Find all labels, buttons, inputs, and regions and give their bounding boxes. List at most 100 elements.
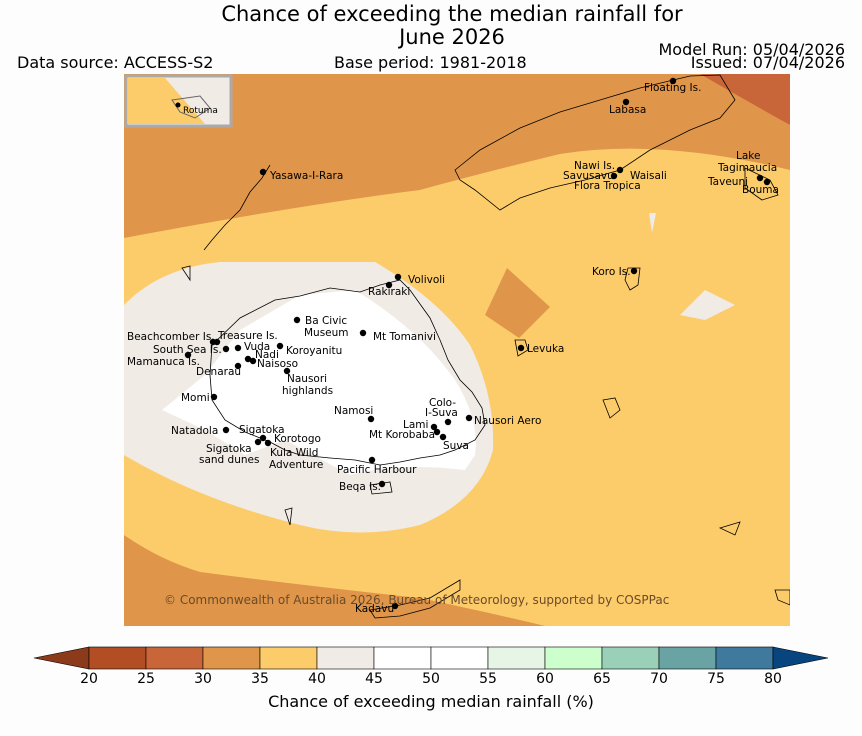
title-line-1: Chance of exceeding the median rainfall … [221, 2, 683, 26]
label-colo-2: I-Suva [425, 407, 458, 419]
label-nausori-high-2: highlands [282, 385, 333, 397]
label-natadola: Natadola [171, 425, 218, 437]
label-suva: Suva [443, 440, 469, 452]
label-floating-is: Floating Is. [644, 82, 701, 94]
label-treasure: Treasure Is. [217, 330, 278, 342]
colorbar-tick-label: 80 [764, 671, 782, 687]
label-mamanuca: Mamanuca Is. [127, 356, 200, 368]
copyright-notice: © Commonwealth of Australia 2026, Bureau… [164, 593, 669, 607]
label-sigatoka: Sigatoka [239, 424, 285, 436]
colorbar-segment [259, 646, 318, 670]
colorbar-tick-label: 65 [593, 671, 611, 687]
label-korotogo: Korotogo [274, 433, 321, 445]
label-lake-2: Tagimaucia [717, 162, 777, 174]
label-bouma: Bouma [742, 184, 779, 196]
colorbar-segment [373, 646, 432, 670]
label-beachcomber: Beachcomber Is. [127, 331, 215, 343]
label-south-sea: South Sea Is. [153, 344, 222, 356]
vanua-levu-coast [454, 74, 736, 211]
zone-30-35-patch [485, 268, 550, 338]
label-koro: Koro Is. [592, 266, 631, 278]
lau-island-3 [774, 589, 790, 606]
label-mt-tomanivi: Mt Tomanivi [373, 331, 436, 343]
colorbar-segment [145, 646, 204, 670]
label-kula-2: Adventure [269, 459, 323, 471]
rotuma-inset: Rotuma [124, 74, 233, 128]
label-lake-1: Lake [736, 150, 760, 162]
label-colo-1: Colo- [429, 397, 456, 409]
base-period: Base period: 1981-2018 [334, 53, 527, 72]
label-koroyanitu: Koroyanitu [286, 345, 342, 357]
zone-25-30 [700, 74, 790, 125]
ovalau-coast [514, 339, 529, 357]
small-islet-1 [284, 507, 293, 526]
colorbar-tick-label: 20 [80, 671, 98, 687]
label-vuda: Vuda [244, 341, 270, 353]
lau-island-2 [718, 521, 741, 536]
colorbar-tick-label: 30 [194, 671, 212, 687]
yasawa-chain [203, 164, 271, 251]
zone-45-50 [162, 290, 476, 475]
label-rakiraki: Rakiraki [368, 286, 410, 298]
label-savusavu: Savusavu [563, 170, 614, 182]
colorbar-tick-label: 60 [536, 671, 554, 687]
label-naisoso: Naisoso [257, 358, 298, 370]
label-beqa: Beqa Is. [339, 481, 381, 493]
label-levuka: Levuka [527, 343, 564, 355]
label-mt-korobaba: Mt Korobaba [369, 429, 435, 441]
colorbar-segment [430, 646, 489, 670]
label-sig-dunes-1: Sigatoka [206, 443, 252, 455]
colorbar-segment [658, 646, 717, 670]
zone-40-45-east [680, 290, 735, 320]
taveuni-coast [744, 167, 779, 201]
label-flora-tropica: Flora Tropica [574, 180, 641, 192]
colorbar-label: Chance of exceeding median rainfall (%) [268, 692, 594, 711]
colorbar-tick-label: 45 [365, 671, 383, 687]
label-nausori-high-1: Nausori [287, 373, 327, 385]
colorbar-over-arrow [772, 646, 829, 670]
colorbar-tick-label: 35 [251, 671, 269, 687]
label-ba-civic-2: Museum [304, 327, 349, 339]
colorbar-tick-label: 75 [707, 671, 725, 687]
colorbar-segment [88, 646, 147, 670]
viti-levu-coast [209, 279, 486, 466]
label-nadi: Nadi [255, 349, 279, 361]
title-line-2: June 2026 [399, 25, 505, 49]
colorbar-tick-label: 25 [137, 671, 155, 687]
label-sig-dunes-2: sand dunes [199, 454, 259, 466]
label-lami: Lami [403, 419, 428, 431]
label-pacific-harbour: Pacific Harbour [337, 464, 417, 476]
kadavu-coast [369, 579, 461, 619]
colorbar-segment [601, 646, 660, 670]
colorbar-under-arrow [33, 646, 90, 670]
koro-coast [624, 267, 641, 291]
rotuma-label: Rotuma [183, 106, 218, 116]
colorbar-tick-label: 50 [422, 671, 440, 687]
colorbar-segment [487, 646, 546, 670]
colorbar-segment [544, 646, 603, 670]
colorbar [33, 646, 829, 670]
data-source: Data source: ACCESS-S2 [17, 53, 214, 72]
label-yasawa: Yasawa-I-Rara [269, 170, 343, 182]
label-ba-civic-1: Ba Civic [305, 315, 347, 327]
colorbar-segment [202, 646, 261, 670]
label-namosi: Namosi [334, 405, 373, 417]
colorbar-segment [316, 646, 375, 670]
label-taveuni: Taveuni [707, 176, 748, 188]
label-denarau: Denarau [196, 366, 241, 378]
colorbar-tick-label: 40 [308, 671, 326, 687]
place-markers [184, 77, 771, 610]
lau-island-1 [602, 397, 621, 419]
label-momi: Momi [181, 392, 210, 404]
colorbar-tick-label: 70 [650, 671, 668, 687]
issued-date: Issued: 07/04/2026 [690, 53, 845, 72]
label-nawi: Nawi Is. [574, 160, 615, 172]
model-run: Model Run: 05/04/2026 [658, 40, 846, 59]
label-kula-1: Kula Wild [270, 447, 318, 459]
label-waisali: Waisali [630, 170, 667, 182]
zone-40-45-small [649, 213, 656, 233]
label-labasa: Labasa [609, 104, 646, 116]
small-islet-2 [181, 265, 191, 282]
label-volivoli: Volivoli [408, 274, 445, 286]
